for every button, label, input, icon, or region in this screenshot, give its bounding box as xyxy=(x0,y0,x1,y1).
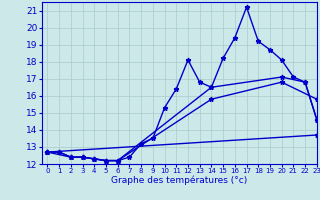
X-axis label: Graphe des températures (°c): Graphe des températures (°c) xyxy=(111,176,247,185)
